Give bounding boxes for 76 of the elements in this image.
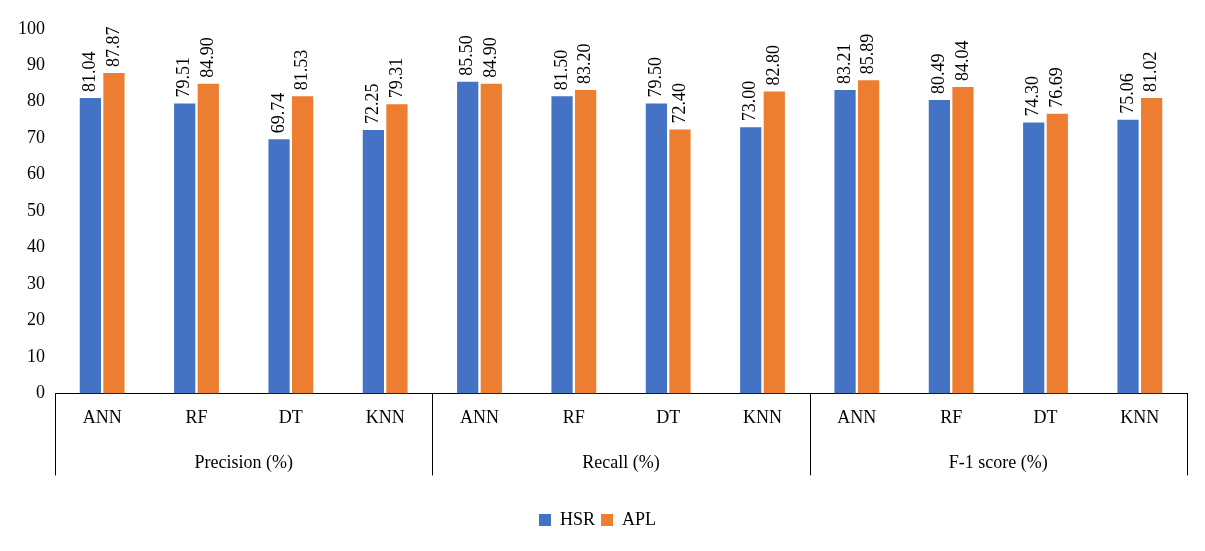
x-tick-label: DT xyxy=(656,406,681,427)
x-tick-label: RF xyxy=(562,406,585,427)
x-tick-label: ANN xyxy=(837,406,877,427)
y-tick-label: 10 xyxy=(27,345,45,366)
bar xyxy=(1141,98,1163,394)
bar xyxy=(386,104,408,394)
data-label: 84.90 xyxy=(197,37,218,78)
bar xyxy=(268,139,290,394)
data-label: 76.69 xyxy=(1046,67,1067,108)
y-tick-label: 40 xyxy=(27,236,45,257)
x-tick-label: KNN xyxy=(365,406,405,427)
data-label: 85.50 xyxy=(456,35,477,76)
bar xyxy=(362,129,384,394)
y-tick-label: 0 xyxy=(36,382,45,403)
bar xyxy=(551,96,573,394)
data-label: 79.31 xyxy=(385,57,406,99)
data-label: 81.50 xyxy=(550,49,571,91)
y-tick-label: 100 xyxy=(18,17,45,38)
text: Precision (%) xyxy=(194,452,293,474)
data-label: 82.80 xyxy=(763,45,784,86)
y-tick-label: 70 xyxy=(27,126,45,147)
data-label: 81.04 xyxy=(79,51,100,92)
bar xyxy=(763,91,785,394)
data-label: 87.87 xyxy=(102,26,123,68)
x-tick-label: DT xyxy=(278,406,303,427)
data-label: 81.02 xyxy=(1140,51,1161,92)
y-tick-label: 30 xyxy=(27,272,45,293)
data-label: 80.49 xyxy=(928,53,949,94)
bar xyxy=(1023,122,1045,394)
bar xyxy=(858,80,880,394)
data-label: 74.30 xyxy=(1022,76,1043,117)
x-tick-label: KNN xyxy=(1120,406,1160,427)
bar xyxy=(79,97,101,394)
data-label: 73.00 xyxy=(739,80,760,122)
y-tick-label: 90 xyxy=(27,53,45,74)
bar xyxy=(834,90,856,394)
bar xyxy=(480,83,502,394)
bar xyxy=(103,73,125,394)
data-label: 79.51 xyxy=(173,57,194,98)
bar xyxy=(457,81,479,394)
bar xyxy=(1117,119,1139,394)
bar xyxy=(197,83,219,394)
bar xyxy=(952,86,974,394)
y-tick-label: 80 xyxy=(27,90,45,111)
y-tick-label: 60 xyxy=(27,163,45,184)
x-tick-label: DT xyxy=(1033,406,1058,427)
data-label: 83.21 xyxy=(833,43,854,85)
data-label: 81.53 xyxy=(291,49,312,91)
bar xyxy=(740,127,762,394)
data-label: 75.06 xyxy=(1116,73,1137,114)
legend-label: HSR xyxy=(559,508,596,529)
x-tick-label: ANN xyxy=(460,406,499,427)
y-tick-label: 50 xyxy=(27,199,45,220)
text: Recall (%) xyxy=(582,452,660,474)
x-tick-label: RF xyxy=(940,406,963,427)
text: F-1 score (%) xyxy=(948,452,1048,474)
bar xyxy=(928,99,950,394)
legend-label: APL xyxy=(622,508,657,529)
data-label: 84.90 xyxy=(480,37,501,78)
data-label: 72.40 xyxy=(668,82,689,124)
data-label: 79.50 xyxy=(645,57,666,98)
y-tick-label: 20 xyxy=(27,309,45,330)
x-tick-label: ANN xyxy=(82,406,122,427)
x-tick-label: KNN xyxy=(743,406,782,427)
bar xyxy=(645,103,667,394)
bar xyxy=(174,103,196,394)
data-label: 83.20 xyxy=(574,43,595,85)
data-label: 69.74 xyxy=(267,92,288,134)
data-label: 72.25 xyxy=(362,83,383,124)
x-tick-label: RF xyxy=(185,406,208,427)
data-label: 84.04 xyxy=(951,40,972,81)
bar xyxy=(292,96,314,394)
bar xyxy=(575,90,597,394)
bar xyxy=(669,129,691,394)
data-label: 85.89 xyxy=(857,33,878,75)
bar xyxy=(1046,113,1068,394)
